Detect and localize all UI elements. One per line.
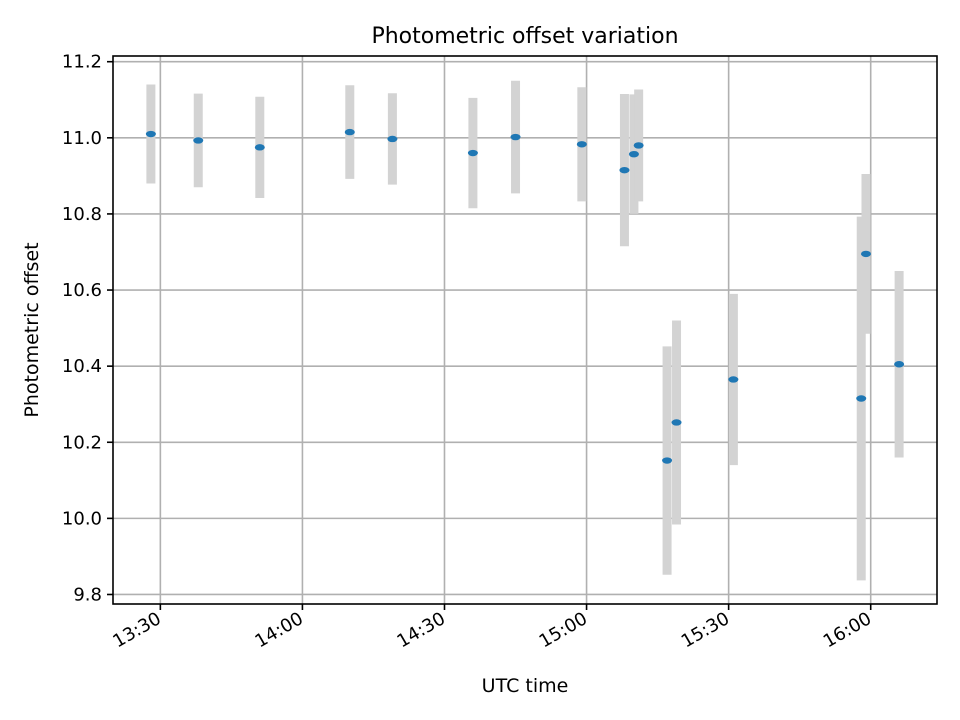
data-point xyxy=(344,128,355,136)
grid-layer xyxy=(113,56,937,604)
data-point xyxy=(576,141,587,148)
data-point xyxy=(860,250,871,258)
x-tick-label: 16:00 xyxy=(820,608,875,652)
data-point xyxy=(671,419,682,426)
y-axis-label: Photometric offset xyxy=(21,242,43,417)
data-point xyxy=(467,149,478,157)
data-point xyxy=(728,376,739,383)
errorbar-layer xyxy=(146,80,904,581)
data-point xyxy=(254,144,265,151)
x-tick-label: 15:00 xyxy=(536,608,591,652)
x-axis-label: UTC time xyxy=(482,675,569,697)
x-tick-label: 14:00 xyxy=(252,608,307,652)
x-tick-label: 14:30 xyxy=(394,608,449,652)
data-point xyxy=(145,130,156,138)
y-tick-label: 9.8 xyxy=(73,584,102,605)
data-point xyxy=(193,137,204,144)
y-tick-label: 10.2 xyxy=(62,432,102,453)
data-point xyxy=(628,150,639,158)
y-tick-label: 10.0 xyxy=(62,508,102,529)
data-point xyxy=(387,135,398,143)
y-tick-label: 10.8 xyxy=(62,204,102,225)
data-point xyxy=(633,142,644,149)
data-point xyxy=(894,361,905,368)
chart-title: Photometric offset variation xyxy=(371,24,678,49)
data-point xyxy=(510,133,521,141)
data-point xyxy=(662,457,673,464)
y-tick-label: 11.0 xyxy=(62,128,102,149)
data-point xyxy=(856,395,867,402)
x-tick-label: 13:30 xyxy=(109,608,164,652)
y-tick-label: 10.6 xyxy=(62,280,102,301)
point-layer xyxy=(145,128,905,464)
x-tick-label: 15:30 xyxy=(678,608,733,652)
y-tick-label: 11.2 xyxy=(62,52,102,73)
data-point xyxy=(619,166,630,174)
y-tick-label: 10.4 xyxy=(62,356,102,377)
plot-frame xyxy=(112,55,938,605)
